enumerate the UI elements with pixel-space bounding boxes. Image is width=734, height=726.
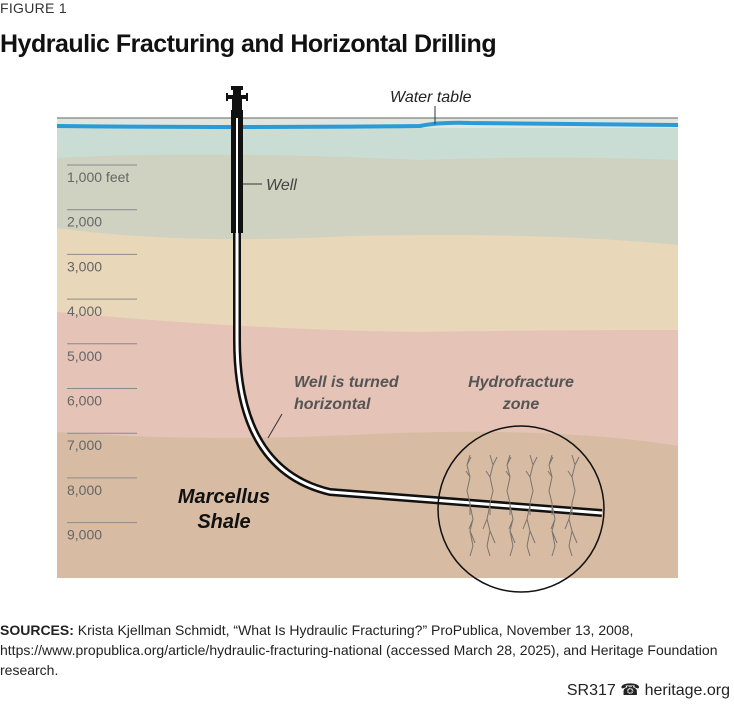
depth-label: 1,000 feet bbox=[67, 169, 129, 185]
fracture-line bbox=[482, 454, 498, 557]
water-table-label: Water table bbox=[390, 89, 472, 106]
sources-label: SOURCES: bbox=[0, 622, 74, 638]
depth-label: 8,000 bbox=[67, 482, 102, 498]
footer: SR317 ☎ heritage.org bbox=[567, 680, 730, 700]
hydrofracture-label-1: Hydrofracture bbox=[468, 374, 574, 391]
depth-label: 7,000 bbox=[67, 437, 102, 453]
layer-5 bbox=[57, 431, 678, 578]
depth-label: 3,000 bbox=[67, 258, 102, 274]
depth-label: 9,000 bbox=[67, 527, 102, 543]
hydrofracture-label-2: zone bbox=[502, 396, 540, 413]
fracture-line bbox=[465, 454, 476, 557]
site-link[interactable]: heritage.org bbox=[644, 682, 730, 699]
water-table-line bbox=[56, 120, 679, 129]
fracking-diagram: 1,000 feet 2,000 3,000 4,000 5,000 6,000 7,000… bbox=[56, 86, 679, 593]
shale-label-1: Marcellus bbox=[178, 486, 270, 508]
shale-label-2: Shale bbox=[197, 511, 250, 533]
fracture-line bbox=[505, 454, 516, 557]
sources-text: Krista Kjellman Schmidt, “What Is Hydrau… bbox=[0, 622, 718, 678]
wellhead-icon bbox=[226, 86, 248, 111]
report-code: SR317 bbox=[566, 682, 616, 699]
sources-note: SOURCES: Krista Kjellman Schmidt, “What … bbox=[0, 620, 734, 680]
fracture-line bbox=[522, 454, 538, 557]
page-title: Hydraulic Fracturing and Horizontal Dril… bbox=[0, 30, 497, 58]
hydrofracture-zone-circle bbox=[437, 425, 605, 593]
depth-label: 5,000 bbox=[67, 348, 102, 364]
depth-label: 6,000 bbox=[67, 393, 102, 409]
depth-label: 2,000 bbox=[67, 214, 102, 230]
liberty-bell-icon: ☎ bbox=[620, 682, 641, 699]
well-label: Well bbox=[266, 177, 297, 194]
figure-label: FIGURE 1 bbox=[0, 0, 67, 16]
well-turned-label-2: horizontal bbox=[294, 396, 371, 413]
well-turned-label-1: Well is turned bbox=[294, 374, 400, 391]
depth-label: 4,000 bbox=[67, 303, 102, 319]
fracture-line bbox=[547, 454, 558, 557]
fracture-line bbox=[564, 454, 580, 557]
